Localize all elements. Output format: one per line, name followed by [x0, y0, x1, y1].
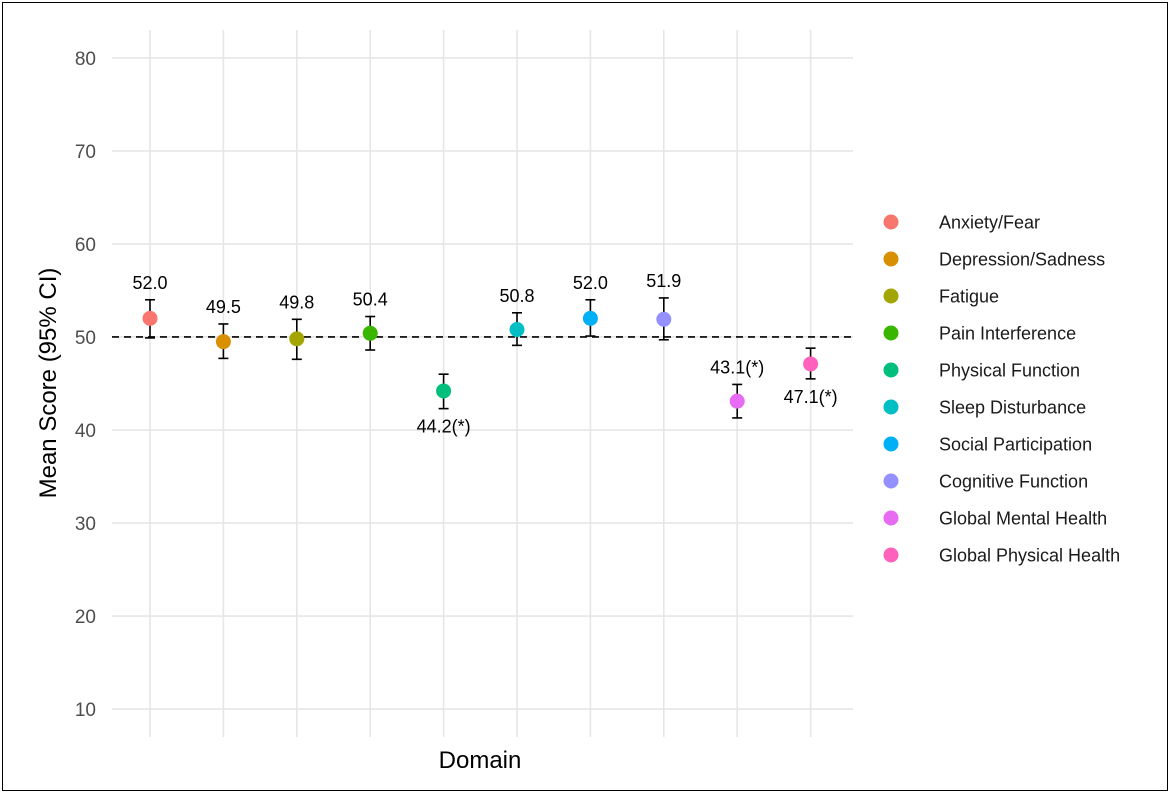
legend-label: Global Mental Health: [939, 509, 1107, 529]
data-point: [362, 325, 378, 341]
legend-key: [883, 214, 899, 230]
data-label: 43.1(*): [710, 357, 764, 377]
legend-label: Physical Function: [939, 361, 1080, 381]
legend-key: [883, 473, 899, 489]
y-tick-label: 70: [75, 142, 96, 163]
legend-label: Global Physical Health: [939, 546, 1120, 566]
y-tick-label: 40: [75, 421, 96, 442]
y-tick-label: 30: [75, 514, 96, 535]
data-point: [215, 334, 231, 350]
y-tick-label: 80: [75, 49, 96, 70]
data-point: [803, 356, 819, 372]
y-axis-title: Mean Score (95% CI): [35, 268, 62, 499]
legend-key: [883, 362, 899, 378]
legend-key: [883, 288, 899, 304]
data-point: [436, 383, 452, 399]
data-label: 52.0: [132, 273, 167, 293]
data-label: 50.8: [499, 286, 534, 306]
legend: Anxiety/Fear Depression/Sadness Fatigue Pai…: [883, 213, 1120, 566]
legend-label: Fatigue: [939, 287, 999, 307]
legend-label: Anxiety/Fear: [939, 213, 1040, 233]
legend-label: Social Participation: [939, 435, 1092, 455]
data-point: [582, 310, 598, 326]
y-tick-label: 60: [75, 235, 96, 256]
y-tick-label: 20: [75, 607, 96, 628]
data-label: 47.1(*): [784, 387, 838, 407]
data-marks: 52.0 49.5 49.8 50.4 44.2(*) 50.8 52.0 51.9 43.1(…: [132, 271, 837, 437]
legend-key: [883, 436, 899, 452]
x-axis-title: Domain: [439, 747, 522, 774]
data-label: 52.0: [573, 273, 608, 293]
grid: [112, 30, 853, 737]
legend-key: [883, 547, 899, 563]
data-point: [142, 310, 158, 326]
legend-label: Depression/Sadness: [939, 250, 1105, 270]
y-tick-label: 10: [75, 700, 96, 721]
legend-label: Sleep Disturbance: [939, 398, 1086, 418]
data-label: 51.9: [646, 271, 681, 291]
data-label: 44.2(*): [417, 417, 471, 437]
y-tick-label: 50: [75, 328, 96, 349]
legend-label: Pain Interference: [939, 324, 1076, 344]
data-point: [509, 322, 525, 338]
data-point: [656, 311, 672, 327]
data-label: 49.5: [206, 297, 241, 317]
data-label: 50.4: [353, 290, 388, 310]
legend-key: [883, 399, 899, 415]
data-label: 49.8: [279, 292, 314, 312]
legend-key: [883, 251, 899, 267]
data-point: [729, 393, 745, 409]
legend-key: [883, 325, 899, 341]
y-axis-ticks: 10 20 30 40 50 60 70 80: [75, 49, 96, 721]
legend-label: Cognitive Function: [939, 472, 1088, 492]
legend-key: [883, 510, 899, 526]
data-point: [289, 331, 305, 347]
